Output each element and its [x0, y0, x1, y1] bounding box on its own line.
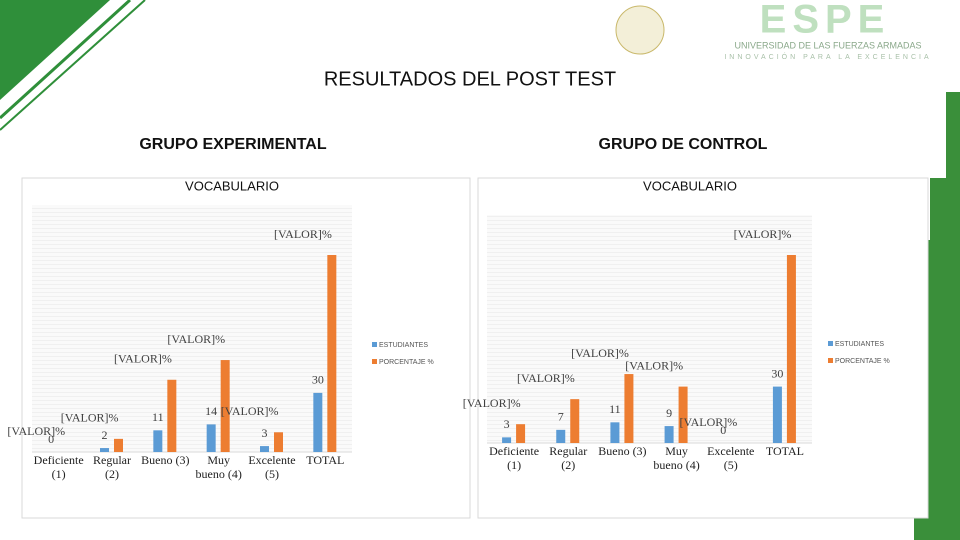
logo-line: UNIVERSIDAD DE LAS FUERZAS ARMADAS	[734, 40, 921, 50]
x-label-box: Regular (2)	[549, 444, 588, 472]
legend-label: PORCENTAJE %	[379, 359, 434, 366]
legend-swatch	[372, 342, 377, 347]
x-tick-label: Muy bueno (4)	[195, 453, 242, 481]
data-label: [VALOR]%	[625, 358, 683, 372]
data-label: [VALOR]%	[571, 346, 629, 360]
data-label: [VALOR]%	[167, 332, 225, 346]
bar	[100, 448, 109, 452]
x-tick-label: Bueno (3)	[141, 453, 190, 467]
legend-swatch	[828, 341, 833, 346]
data-label: 11	[609, 402, 621, 416]
data-label: 7	[558, 410, 564, 424]
x-label-box: Deficiente (1)	[33, 453, 84, 481]
x-label-box: Excelente (5)	[707, 444, 755, 472]
plot-area	[32, 205, 352, 452]
x-tick-label: TOTAL	[306, 453, 345, 467]
logo-name: ESPE	[760, 0, 891, 42]
x-label-box: Muy bueno (4)	[653, 444, 700, 472]
data-label: 3	[504, 417, 510, 431]
data-label: 3	[262, 426, 268, 440]
bar	[220, 360, 230, 452]
logo-line: INNOVACIÓN PARA LA EXCELENCIA	[724, 52, 931, 61]
right-bar	[946, 92, 960, 540]
bar	[206, 424, 216, 452]
legend-swatch	[372, 359, 377, 364]
x-tick-label: Bueno (3)	[598, 444, 647, 458]
corner-stripe	[0, 0, 146, 131]
x-tick-label: Deficiente (1)	[489, 444, 540, 472]
data-label: 9	[666, 406, 672, 420]
bar	[260, 446, 269, 452]
data-label: [VALOR]%	[517, 371, 575, 385]
bar	[610, 422, 620, 443]
x-tick-label: TOTAL	[765, 444, 804, 458]
data-label: 11	[152, 410, 164, 424]
data-label: [VALOR]%	[7, 424, 65, 438]
data-label: 2	[102, 428, 108, 442]
x-label-box: Bueno (3)	[598, 444, 647, 458]
x-tick-label: Regular (2)	[549, 444, 588, 472]
data-label: 30	[312, 373, 324, 387]
bar	[624, 374, 634, 443]
data-label: [VALOR]%	[734, 227, 792, 241]
x-label-box: Excelente (5)	[248, 453, 296, 481]
bar	[167, 379, 177, 452]
x-label-box: Deficiente (1)	[489, 444, 540, 472]
legend-label: ESTUDIANTES	[379, 342, 428, 349]
data-label: [VALOR]%	[114, 352, 172, 366]
bar	[678, 386, 688, 443]
bar	[274, 432, 283, 452]
slide-title: RESULTADOS DEL POST TEST	[324, 68, 616, 90]
data-label: [VALOR]%	[679, 415, 737, 429]
bar	[502, 437, 512, 443]
bar	[516, 424, 526, 443]
bar	[664, 426, 674, 443]
x-tick-label: Excelente (5)	[248, 453, 296, 481]
x-label-box: TOTAL	[306, 453, 345, 467]
data-label: 30	[771, 366, 783, 380]
bar	[153, 430, 163, 452]
data-label: [VALOR]%	[463, 396, 521, 410]
data-label: [VALOR]%	[61, 411, 119, 425]
x-tick-label: Excelente (5)	[707, 444, 755, 472]
x-tick-label: Regular (2)	[92, 453, 131, 481]
chart-title: VOCABULARIO	[643, 178, 737, 193]
legend-label: PORCENTAJE %	[835, 358, 890, 365]
x-label-box: Regular (2)	[92, 453, 131, 481]
data-label: 14	[205, 404, 217, 418]
data-label: 0	[48, 432, 54, 446]
bar	[786, 255, 796, 443]
x-tick-label: Deficiente (1)	[33, 453, 84, 481]
bar	[772, 386, 782, 443]
bar	[313, 392, 323, 452]
x-label-box: Muy bueno (4)	[195, 453, 242, 481]
legend-label: ESTUDIANTES	[835, 341, 884, 348]
chart-title: VOCABULARIO	[185, 178, 279, 193]
data-label: [VALOR]%	[274, 227, 332, 241]
bar	[114, 438, 123, 452]
data-label: 0	[720, 423, 726, 437]
plot-area	[487, 215, 812, 443]
group-heading: GRUPO EXPERIMENTAL	[139, 136, 327, 153]
corner-decoration	[0, 0, 110, 100]
bar	[556, 429, 566, 443]
legend-swatch	[828, 358, 833, 363]
x-tick-label: Muy bueno (4)	[653, 444, 700, 472]
group-heading: GRUPO DE CONTROL	[599, 136, 768, 153]
x-label-box: Bueno (3)	[141, 453, 190, 467]
x-label-box: TOTAL	[765, 444, 804, 458]
bar	[327, 255, 337, 452]
corner-stripe	[0, 0, 132, 120]
data-label: [VALOR]%	[221, 404, 279, 418]
logo-emblem	[615, 5, 665, 55]
right-bar	[930, 178, 946, 540]
bar	[570, 399, 580, 443]
